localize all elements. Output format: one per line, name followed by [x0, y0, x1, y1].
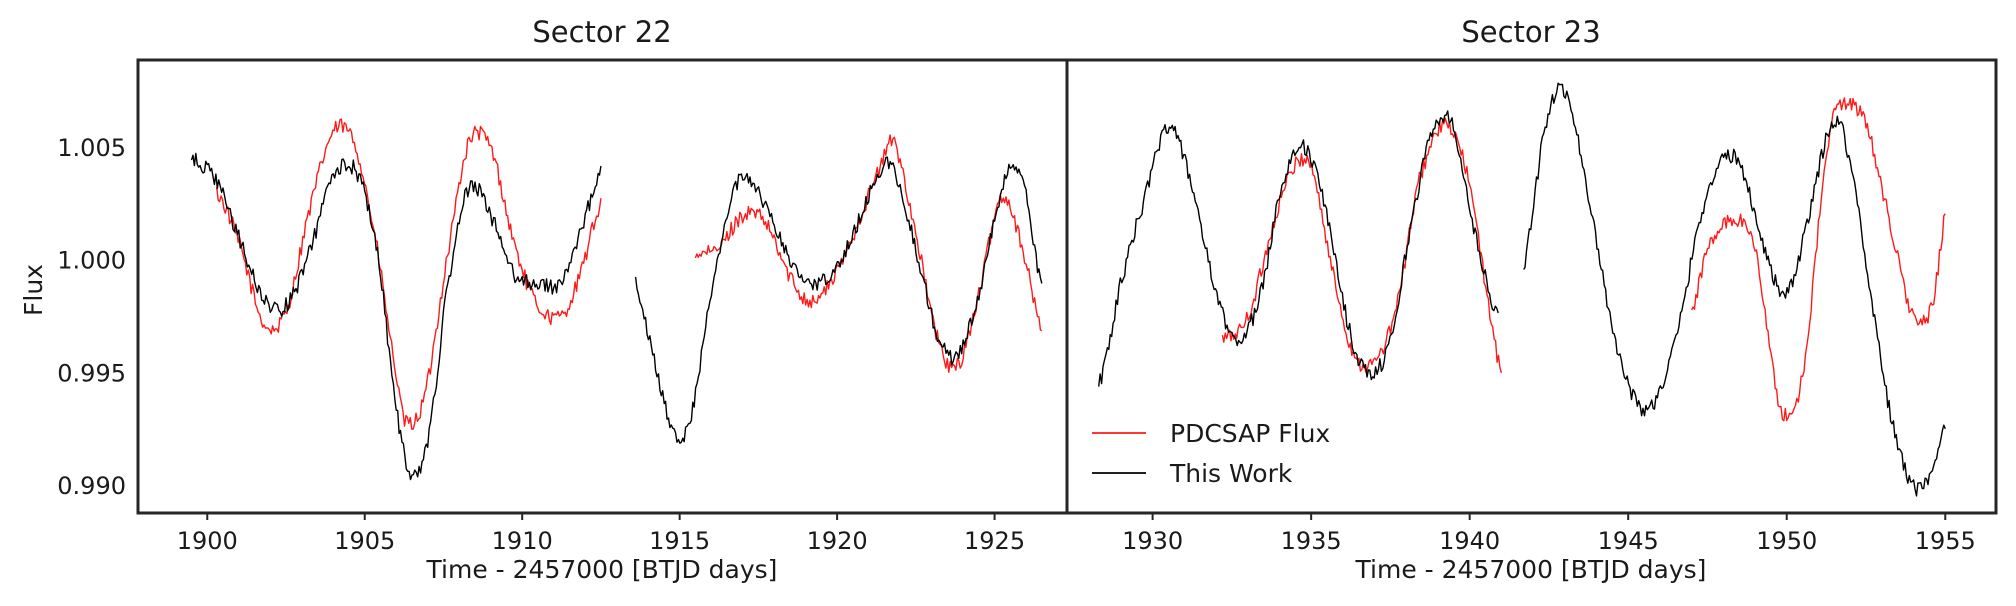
- legend-label-pdcsap: PDCSAP Flux: [1170, 419, 1330, 448]
- x-tick-label: 1950: [1756, 527, 1817, 555]
- series-line-pdcsap-seg1: [694, 134, 1043, 373]
- x-axis-label: Time - 2457000 [BTJD days]: [426, 555, 778, 584]
- x-tick-label: 1935: [1281, 527, 1342, 555]
- series-line-this-work-seg1: [634, 156, 1043, 444]
- series-line-this-work-seg1: [1523, 82, 1946, 497]
- y-axis-label: Flux: [19, 264, 48, 316]
- x-tick-label: 1900: [177, 527, 238, 555]
- panel-title: Sector 23: [1461, 15, 1600, 49]
- panel-sector-23: Sector 23 1930 1935 1940 1945 1950 1955 Time …: [1065, 15, 1998, 584]
- x-tick-label: 1930: [1122, 527, 1183, 555]
- plot-area: [1098, 82, 1946, 497]
- y-tick-label: 0.995: [57, 359, 126, 387]
- tick-group: 1900 1905 1910 1915 1920 1925 0.990 0.995 1.000 1…: [57, 134, 1025, 555]
- series-line-this-work-seg0: [190, 152, 602, 481]
- series-line-pdcsap-seg1: [1690, 97, 1946, 422]
- x-tick-label: 1920: [807, 527, 868, 555]
- x-axis-label: Time - 2457000 [BTJD days]: [1355, 555, 1707, 584]
- y-tick-label: 0.990: [57, 472, 126, 500]
- panel-sector-22: Sector 22 1900 1905 1910 1915 1920 1925 0.990 0…: [19, 15, 1069, 584]
- x-tick-label: 1945: [1598, 527, 1659, 555]
- y-tick-label: 1.005: [57, 134, 126, 162]
- series-line-pdcsap-seg0: [216, 118, 602, 430]
- axes-frame: [136, 58, 1069, 515]
- legend-label-this-work: This Work: [1169, 459, 1293, 488]
- series-line-this-work-seg0: [1098, 110, 1499, 387]
- x-tick-label: 1905: [334, 527, 395, 555]
- x-tick-label: 1955: [1915, 527, 1976, 555]
- plot-area: [190, 118, 1043, 481]
- x-tick-label: 1940: [1439, 527, 1500, 555]
- x-tick-label: 1925: [964, 527, 1025, 555]
- axes-frame: [1065, 58, 1998, 515]
- x-tick-label: 1915: [649, 527, 710, 555]
- y-tick-label: 1.000: [57, 247, 126, 275]
- tick-group: 1930 1935 1940 1945 1950 1955: [1122, 513, 1976, 555]
- x-tick-label: 1910: [492, 527, 553, 555]
- legend: PDCSAP Flux This Work: [1092, 419, 1330, 488]
- panel-title: Sector 22: [532, 15, 671, 49]
